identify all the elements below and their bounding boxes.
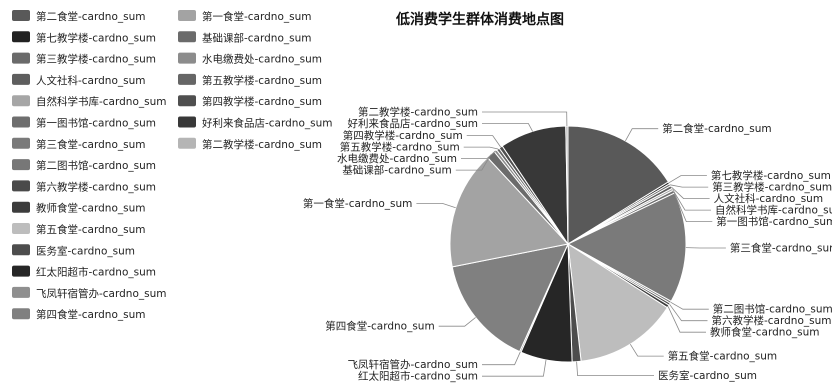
legend-label[interactable]: 第一食堂-cardno_sum: [202, 10, 311, 23]
legend-label[interactable]: 水电缴费处-cardno_sum: [202, 53, 322, 66]
legend-label[interactable]: 第五教学楼-cardno_sum: [202, 74, 322, 87]
pie-slice[interactable]: [451, 243, 569, 353]
leader-line: [463, 146, 499, 150]
chart-title: 低消费学生群体消费地点图: [395, 11, 564, 28]
pie-slice[interactable]: [567, 125, 670, 245]
legend-swatch[interactable]: [12, 159, 30, 171]
leader-line: [673, 191, 713, 223]
legend-swatch[interactable]: [12, 244, 30, 256]
leader-line: [466, 135, 502, 148]
slice-label: 第七教学楼-cardno_sum: [711, 169, 831, 182]
slice-label: 人文社科-cardno_sum: [714, 192, 823, 205]
legend-label[interactable]: 教师食堂-cardno_sum: [36, 202, 145, 215]
legend-label[interactable]: 第三食堂-cardno_sum: [36, 138, 145, 151]
pie-slice[interactable]: [565, 125, 569, 245]
legend-swatch[interactable]: [12, 286, 30, 298]
pie: [449, 125, 687, 363]
legend-label[interactable]: 第一图书馆-cardno_sum: [36, 117, 156, 130]
legend-swatch[interactable]: [178, 116, 196, 128]
legend-swatch[interactable]: [12, 73, 30, 85]
leader-line: [482, 111, 568, 127]
leader-line: [667, 306, 706, 333]
legend-swatch[interactable]: [12, 137, 30, 149]
leader-line: [668, 175, 707, 184]
legend-label[interactable]: 第七教学楼-cardno_sum: [36, 31, 156, 44]
leader-line: [438, 317, 476, 327]
slice-label: 自然科学书库-cardno_sum: [715, 204, 832, 217]
slice-label: 第一图书馆-cardno_sum: [716, 215, 832, 228]
legend-swatch[interactable]: [178, 31, 196, 43]
legend-label[interactable]: 自然科学书库-cardno_sum: [36, 95, 166, 108]
leader-line: [670, 301, 709, 310]
legend-swatch[interactable]: [178, 10, 196, 21]
legend-swatch[interactable]: [12, 308, 30, 320]
slice-label: 医务室-cardno_sum: [658, 369, 757, 382]
legend-swatch[interactable]: [178, 73, 196, 85]
leader-line: [455, 154, 492, 171]
legend-swatch[interactable]: [178, 52, 196, 64]
leader-line: [416, 202, 456, 209]
legend-label[interactable]: 飞凤轩宿管办-cardno_sum: [36, 287, 166, 300]
slice-label: 第二食堂-cardno_sum: [662, 122, 771, 135]
leader-line: [576, 361, 654, 377]
leader-line: [482, 359, 547, 377]
legend-label[interactable]: 第四教学楼-cardno_sum: [202, 95, 322, 108]
slice-label: 红太阳超市-cardno_sum: [358, 370, 478, 383]
legend-label[interactable]: 红太阳超市-cardno_sum: [36, 266, 156, 279]
legend-label[interactable]: 第二食堂-cardno_sum: [36, 10, 145, 23]
slice-label: 第五食堂-cardno_sum: [668, 350, 777, 363]
legend-swatch[interactable]: [178, 95, 196, 107]
slice-label: 第三教学楼-cardno_sum: [712, 181, 832, 194]
leader-line: [670, 184, 709, 188]
slice-label: 飞凤轩宿管办-cardno_sum: [348, 358, 478, 371]
legend-swatch[interactable]: [12, 180, 30, 192]
slice-label: 第一食堂-cardno_sum: [303, 197, 412, 210]
legend-swatch[interactable]: [12, 10, 30, 21]
legend-label[interactable]: 人文社科-cardno_sum: [36, 74, 145, 87]
leader-line: [625, 128, 659, 142]
legend-label[interactable]: 医务室-cardno_sum: [36, 244, 135, 257]
legend-swatch[interactable]: [178, 137, 196, 149]
leader-line: [482, 123, 533, 132]
pie-slice[interactable]: [449, 156, 569, 268]
slice-label: 第二教学楼-cardno_sum: [358, 106, 478, 119]
slice-label: 第六教学楼-cardno_sum: [712, 314, 832, 327]
legend-label[interactable]: 第六教学楼-cardno_sum: [36, 180, 156, 193]
leader-line: [482, 351, 521, 366]
slice-label: 第四教学楼-cardno_sum: [343, 129, 463, 142]
legend-label[interactable]: 第二图书馆-cardno_sum: [36, 159, 156, 172]
slice-label: 教师食堂-cardno_sum: [710, 326, 819, 339]
legend-swatch[interactable]: [12, 201, 30, 213]
slice-label: 第二图书馆-cardno_sum: [713, 303, 832, 316]
leader-line: [671, 186, 710, 200]
leader-line: [672, 189, 711, 211]
slice-label: 第三食堂-cardno_sum: [730, 242, 832, 255]
slice-label: 第五教学楼-cardno_sum: [340, 141, 460, 154]
legend-label[interactable]: 第二教学楼-cardno_sum: [202, 138, 322, 151]
legend-label[interactable]: 基础课部-cardno_sum: [202, 31, 311, 44]
leader-line: [629, 343, 664, 357]
legend-swatch[interactable]: [12, 265, 30, 277]
legend-label[interactable]: 第四食堂-cardno_sum: [36, 308, 145, 321]
legend-swatch[interactable]: [12, 31, 30, 43]
legend-swatch[interactable]: [12, 52, 30, 64]
leader-line: [461, 150, 496, 160]
legend-swatch[interactable]: [12, 95, 30, 107]
legend-label[interactable]: 第三教学楼-cardno_sum: [36, 53, 156, 66]
slice-labels: 第二食堂-cardno_sum 第七教学楼-cardno_sum第三教学楼-car…: [303, 106, 832, 383]
legend: 第二食堂-cardno_sum 第七教学楼-cardno_sum 第三教学楼-car…: [12, 10, 332, 321]
leader-line: [669, 303, 708, 322]
legend-label[interactable]: 第五食堂-cardno_sum: [36, 223, 145, 236]
legend-swatch[interactable]: [12, 223, 30, 234]
legend-label[interactable]: 好利来食品店-cardno_sum: [202, 117, 332, 130]
slice-label: 第四食堂-cardno_sum: [325, 320, 434, 333]
slice-label: 水电缴费处-cardno_sum: [337, 152, 457, 165]
legend-swatch[interactable]: [12, 116, 30, 128]
slice-label: 好利来食品店-cardno_sum: [348, 117, 478, 130]
slice-label: 基础课部-cardno_sum: [342, 164, 451, 177]
